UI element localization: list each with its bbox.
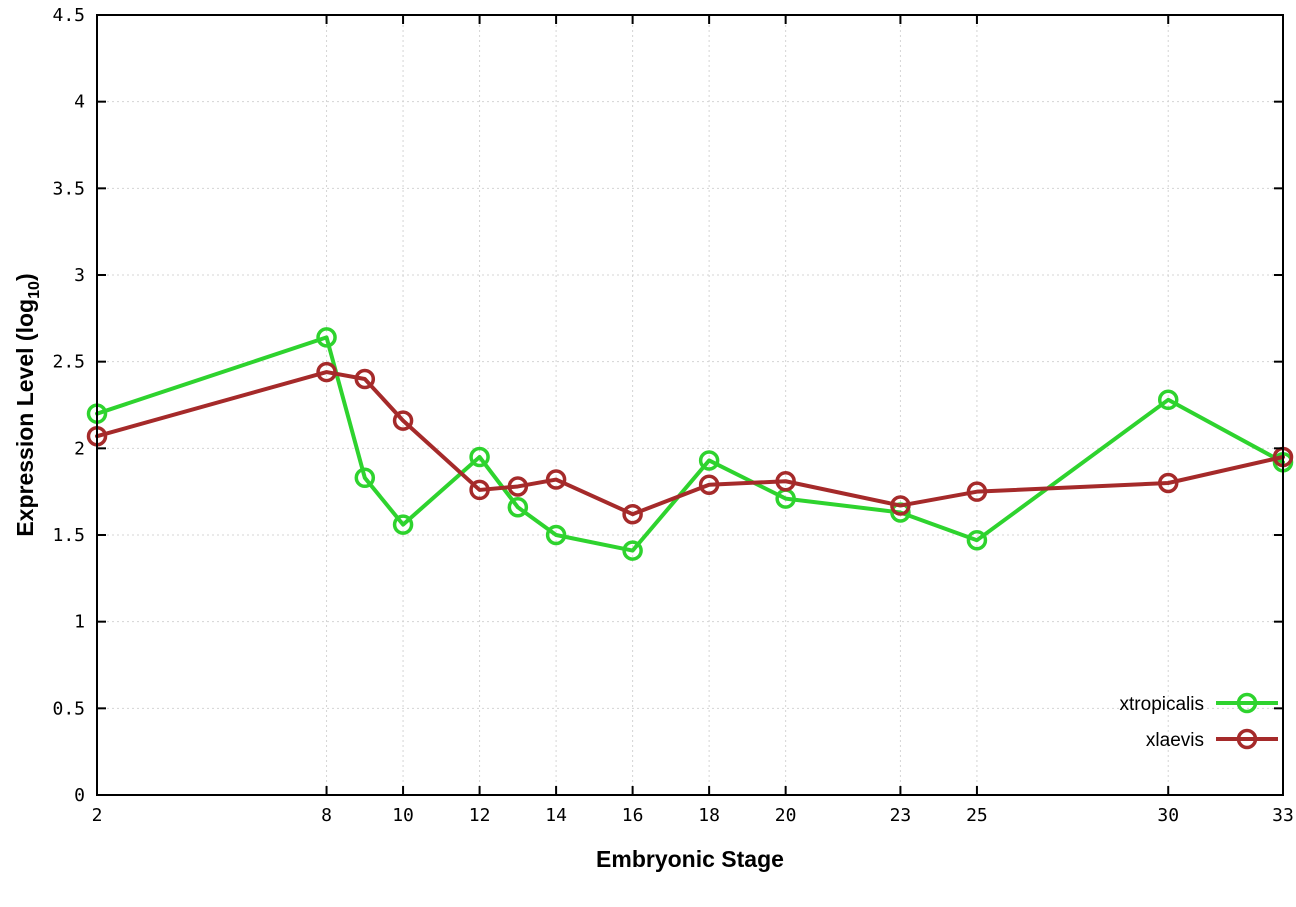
data-point [545,524,567,546]
data-point [354,368,376,390]
legend-entry-label: xlaevis [1146,730,1204,751]
legend-entry-label: xtropicalis [1120,694,1204,715]
x-tick-labels: 2 8 10 12 14 16 18 20 23 25 30 33 [92,805,1294,826]
y-tick-label: 4.5 [52,5,85,26]
data-point [392,514,414,535]
x-tick-label: 14 [545,805,567,826]
data-point [469,446,490,468]
x-tick-label: 20 [775,805,797,826]
data-point [698,450,720,471]
x-tick-label: 8 [321,805,332,826]
y-axis-title-suffix: ) [12,273,39,282]
data-point [622,503,643,525]
x-tick-label: 30 [1157,805,1179,826]
x-tick-label: 33 [1272,805,1294,826]
y-tick-label: 1 [74,612,85,633]
x-tick-label: 23 [890,805,912,826]
x-tick-label: 25 [966,805,988,826]
data-point [392,410,414,431]
data-point [966,529,988,551]
y-axis-title-prefix: Expression Level (log [12,298,39,537]
grid [96,14,1284,796]
y-tick-label: 0.5 [52,698,85,719]
data-point [507,476,529,497]
series-xlaevis [86,361,1294,525]
x-axis-title: Embryonic Stage [596,846,784,872]
series-xtropicalis [86,327,1294,561]
data-point [775,471,796,492]
x-tick-label: 16 [622,805,644,826]
legend-marker-sample [1236,728,1258,750]
series-line [95,335,1285,553]
y-tick-label: 3.5 [52,178,85,199]
data-point [469,479,490,501]
x-tick-label: 18 [698,805,720,826]
data-point [316,361,337,383]
data-point [316,327,337,348]
y-axis-title: Expression Level (log10) [12,273,44,536]
data-point [354,467,376,489]
legend-marker-sample [1236,692,1258,714]
data-point [622,540,643,561]
legend: xtropicalis xlaevis [1120,692,1278,751]
data-point [890,495,911,516]
series-line [95,370,1285,517]
y-tick-label: 2.5 [52,352,85,373]
data-point [545,469,567,490]
x-tick-label: 12 [469,805,491,826]
plot-border [96,14,1284,796]
data-point [507,497,529,518]
x-tick-label: 10 [392,805,414,826]
y-tick-label: 0 [74,785,85,806]
y-tick-label: 2 [74,438,85,459]
data-point [966,481,988,502]
x-tick-label: 2 [92,805,103,826]
y-tick-label: 3 [74,265,85,286]
data-point [1157,472,1179,494]
data-point [1157,389,1179,411]
y-tick-label: 1.5 [52,525,85,546]
y-axis-title-subscript: 10 [24,281,43,299]
data-point [698,474,720,495]
y-tick-labels: 0 0.5 1 1.5 2 2.5 3 3.5 4 4.5 [52,5,85,806]
y-tick-label: 4 [74,92,85,113]
